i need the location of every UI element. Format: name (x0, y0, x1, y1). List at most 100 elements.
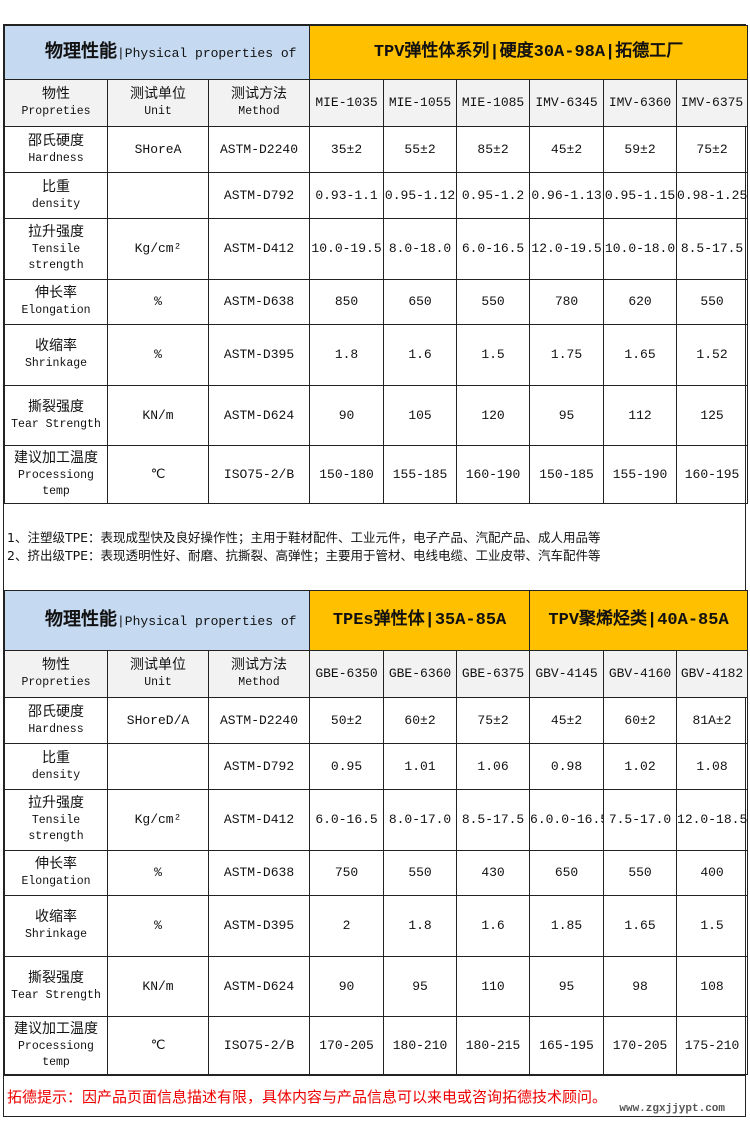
value-cell: 85±2 (456, 126, 531, 173)
model-header: IMV-6345 (529, 79, 605, 127)
value-cell: 1.01 (383, 743, 458, 790)
unit-cell: Kg/cm² (107, 218, 209, 280)
value-cell: 95 (529, 385, 605, 446)
method-cell: ASTM-D792 (207, 172, 311, 219)
title-cell: 物理性能|Physical properties of (3, 25, 311, 80)
header-en: Method (238, 676, 280, 689)
property-cell: 收缩率 Shrinkage (4, 324, 108, 386)
property-en: Hardness (28, 151, 84, 165)
value-cell: 108 (676, 956, 749, 1017)
value-cell: 1.5 (676, 895, 749, 957)
property-cell: 比重 density (4, 172, 108, 219)
property-zh: 比重 (42, 750, 70, 767)
title-en: |Physical properties of (117, 613, 297, 629)
model-header: MIE-1035 (309, 79, 385, 127)
property-en: temp (42, 1055, 70, 1069)
value-cell: 175-210 (676, 1016, 749, 1075)
property-en: strength (28, 830, 84, 843)
value-cell: 6.0.0-16.5 (529, 789, 605, 851)
header-en: Propreties (21, 676, 91, 689)
unit-cell: ℃ (107, 445, 209, 504)
method-cell: ASTM-D412 (207, 218, 311, 280)
property-cell: 伸长率 Elongation (4, 279, 108, 325)
model-header: IMV-6375 (676, 79, 749, 127)
table-row: 撕裂强度 Tear Strength KN/m ASTM-D624 90 105 120 95… (4, 385, 749, 446)
property-cell: 伸长率 Elongation (4, 850, 108, 896)
value-cell: 1.06 (456, 743, 531, 790)
value-cell: 180-215 (456, 1016, 531, 1075)
property-zh: 建议加工温度 (14, 1021, 98, 1038)
method-cell: ISO75-2/B (207, 445, 311, 504)
table-tpv-series: 物理性能|Physical properties of TPV弹性体系列|硬度30… (3, 25, 749, 504)
property-cell: 拉升强度 Tensile strength (4, 789, 108, 851)
table-row: 拉升强度 Tensile strength Kg/cm² ASTM-D412 6.0-16… (4, 789, 749, 851)
unit-cell (107, 172, 209, 219)
header-zh: 测试单位 (130, 87, 186, 103)
column-header-row: 物性 Propreties 测试单位 Unit 测试方法 Method GBE-6350 GB… (4, 650, 749, 698)
method-cell: ASTM-D2240 (207, 126, 311, 173)
unit-cell: SHoreD/A (107, 697, 209, 744)
table-row: 建议加工温度 Processiong temp ℃ ISO75-2/B 170-205 18… (4, 1016, 749, 1075)
value-cell: 95 (529, 956, 605, 1017)
model-header: GBE-6350 (309, 650, 385, 698)
title-row: 物理性能|Physical properties of TPEs弹性体|35A-8… (3, 590, 749, 651)
value-cell: 430 (456, 850, 531, 896)
column-header: 测试方法 Method (207, 79, 311, 127)
property-en: Elongation (21, 304, 91, 317)
value-cell: 155-185 (383, 445, 458, 504)
value-cell: 0.98 (529, 743, 605, 790)
property-cell: 比重 density (4, 743, 108, 790)
property-zh: 收缩率 (35, 910, 77, 926)
value-cell: 10.0-18.0 (603, 218, 678, 280)
property-zh: 伸长率 (35, 286, 77, 302)
table-row: 邵氏硬度 Hardness SHoreA ASTM-D2240 35±2 55±2 85±2… (4, 126, 749, 173)
header-en: Method (238, 105, 280, 118)
value-cell: 112 (603, 385, 678, 446)
property-zh: 拉升强度 (28, 225, 84, 241)
property-en: Tensile (31, 243, 81, 256)
column-header: 测试单位 Unit (107, 79, 209, 127)
value-cell: 45±2 (529, 126, 605, 173)
unit-cell: SHoreA (107, 126, 209, 173)
value-cell: 1.8 (309, 324, 385, 386)
value-cell: 2 (309, 895, 385, 957)
property-en: density (31, 197, 81, 211)
property-en: Processiong (18, 1039, 94, 1053)
table-row: 比重 density ASTM-D792 0.93-1.1 0.95-1.12 0.95-… (4, 172, 749, 219)
property-en: Hardness (28, 722, 84, 736)
title-cell: 物理性能|Physical properties of (3, 590, 311, 651)
method-cell: ASTM-D2240 (207, 697, 311, 744)
watermark: www.zgxjjypt.com (619, 1103, 725, 1115)
model-header: GBV-4182 (676, 650, 749, 698)
table-row: 比重 density ASTM-D792 0.95 1.01 1.06 0.98 1.02 1.… (4, 743, 749, 790)
unit-cell: % (107, 279, 209, 325)
value-cell: 0.95-1.15 (603, 172, 678, 219)
table-row: 撕裂强度 Tear Strength KN/m ASTM-D624 90 95 110 95 9… (4, 956, 749, 1017)
value-cell: 7.5-17.0 (603, 789, 678, 851)
property-en: density (31, 768, 81, 782)
series-title: TPEs弹性体|35A-85A (309, 590, 531, 651)
value-cell: 120 (456, 385, 531, 446)
property-en: Processiong (18, 468, 94, 482)
property-cell: 撕裂强度 Tear Strength (4, 385, 108, 446)
value-cell: 160-195 (676, 445, 749, 504)
value-cell: 150-180 (309, 445, 385, 504)
properties-sheet: 物理性能|Physical properties of TPV弹性体系列|硬度30… (3, 24, 749, 1117)
property-cell: 邵氏硬度 Hardness (4, 697, 108, 744)
property-cell: 建议加工温度 Processiong temp (4, 445, 108, 504)
value-cell: 650 (529, 850, 605, 896)
value-cell: 6.0-16.5 (456, 218, 531, 280)
header-en: Unit (144, 676, 172, 689)
property-zh: 建议加工温度 (14, 450, 98, 467)
model-header: GBV-4160 (603, 650, 678, 698)
value-cell: 50±2 (309, 697, 385, 744)
value-cell: 750 (309, 850, 385, 896)
value-cell: 550 (676, 279, 749, 325)
value-cell: 105 (383, 385, 458, 446)
property-en: temp (42, 484, 70, 498)
value-cell: 160-190 (456, 445, 531, 504)
value-cell: 1.52 (676, 324, 749, 386)
value-cell: 170-205 (309, 1016, 385, 1075)
value-cell: 650 (383, 279, 458, 325)
value-cell: 550 (456, 279, 531, 325)
